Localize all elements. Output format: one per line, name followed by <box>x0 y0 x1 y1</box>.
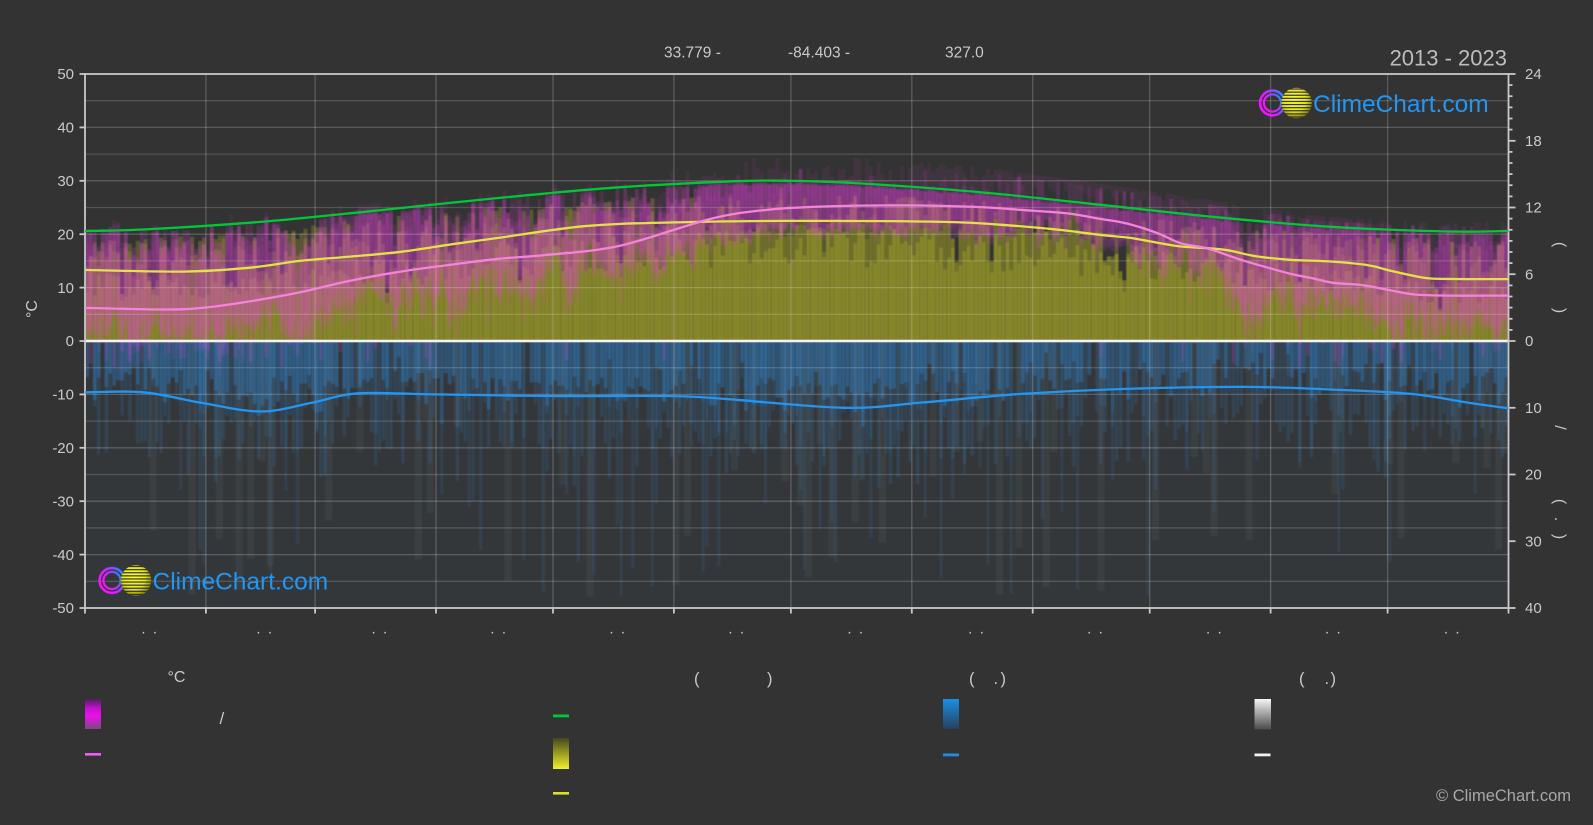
svg-text:.: . <box>1099 621 1103 638</box>
svg-text:40: 40 <box>57 120 74 137</box>
svg-text:(: ( <box>1551 499 1568 505</box>
svg-text:.: . <box>847 621 851 638</box>
svg-text:.: . <box>1087 621 1091 638</box>
svg-text:): ) <box>1001 670 1007 688</box>
svg-text:-10: -10 <box>52 387 74 404</box>
svg-text:(: ( <box>1551 242 1568 248</box>
svg-text:.: . <box>1218 621 1222 638</box>
svg-text:(: ( <box>694 670 700 688</box>
svg-text:18: 18 <box>1525 133 1542 150</box>
svg-text:): ) <box>1551 534 1568 539</box>
svg-text:°C: °C <box>24 300 41 318</box>
svg-text:-30: -30 <box>52 493 74 510</box>
svg-text:40: 40 <box>1525 600 1542 617</box>
svg-text:.: . <box>740 621 744 638</box>
svg-text:.: . <box>1444 621 1448 638</box>
svg-text:.: . <box>621 621 625 638</box>
svg-text:.: . <box>1325 621 1329 638</box>
svg-text:°C: °C <box>168 669 186 686</box>
svg-text:10: 10 <box>57 280 74 297</box>
svg-text:.: . <box>256 621 260 638</box>
svg-text:-50: -50 <box>52 600 74 617</box>
svg-text:.: . <box>968 621 972 638</box>
svg-text:.: . <box>728 621 732 638</box>
svg-text:.: . <box>141 621 145 638</box>
svg-text:24: 24 <box>1525 66 1542 83</box>
svg-text:.: . <box>1337 621 1341 638</box>
svg-text:.: . <box>1551 517 1568 521</box>
svg-text:327.0: 327.0 <box>945 45 984 62</box>
svg-text:© ClimeChart.com: © ClimeChart.com <box>1436 787 1571 805</box>
svg-text:.: . <box>609 621 613 638</box>
svg-text:.: . <box>502 621 506 638</box>
svg-text:-84.403 -: -84.403 - <box>788 45 850 62</box>
svg-text:.: . <box>153 621 157 638</box>
svg-text:0: 0 <box>66 333 74 350</box>
svg-text:.: . <box>372 621 376 638</box>
svg-text:20: 20 <box>1525 467 1542 484</box>
svg-text:50: 50 <box>57 66 74 83</box>
svg-text:.: . <box>383 621 387 638</box>
svg-text:2013 - 2023: 2013 - 2023 <box>1390 46 1507 71</box>
svg-text:.: . <box>1455 621 1459 638</box>
svg-text:20: 20 <box>57 226 74 243</box>
svg-text:.: . <box>994 670 999 688</box>
svg-text:0: 0 <box>1525 333 1533 350</box>
svg-text:.: . <box>980 621 984 638</box>
svg-text:-40: -40 <box>52 547 74 564</box>
svg-text:ClimeChart.com: ClimeChart.com <box>1313 91 1489 118</box>
svg-text:33.779 -: 33.779 - <box>664 45 721 62</box>
svg-text:30: 30 <box>57 173 74 190</box>
svg-text:/: / <box>220 709 225 728</box>
svg-text:ClimeChart.com: ClimeChart.com <box>153 569 329 596</box>
svg-text:6: 6 <box>1525 266 1533 283</box>
svg-text:(: ( <box>1299 670 1305 688</box>
svg-text:.: . <box>1206 621 1210 638</box>
svg-text:): ) <box>1331 670 1337 688</box>
svg-text:-20: -20 <box>52 440 74 457</box>
svg-text:30: 30 <box>1525 534 1542 551</box>
svg-text:.: . <box>1325 670 1330 688</box>
svg-text:10: 10 <box>1525 400 1542 417</box>
svg-text:): ) <box>767 670 773 688</box>
svg-text:.: . <box>490 621 494 638</box>
svg-text:12: 12 <box>1525 200 1542 217</box>
svg-text:.: . <box>268 621 272 638</box>
svg-text:(: ( <box>969 670 975 688</box>
svg-text:): ) <box>1551 308 1568 313</box>
svg-text:/: / <box>1551 425 1568 430</box>
svg-text:.: . <box>859 621 863 638</box>
